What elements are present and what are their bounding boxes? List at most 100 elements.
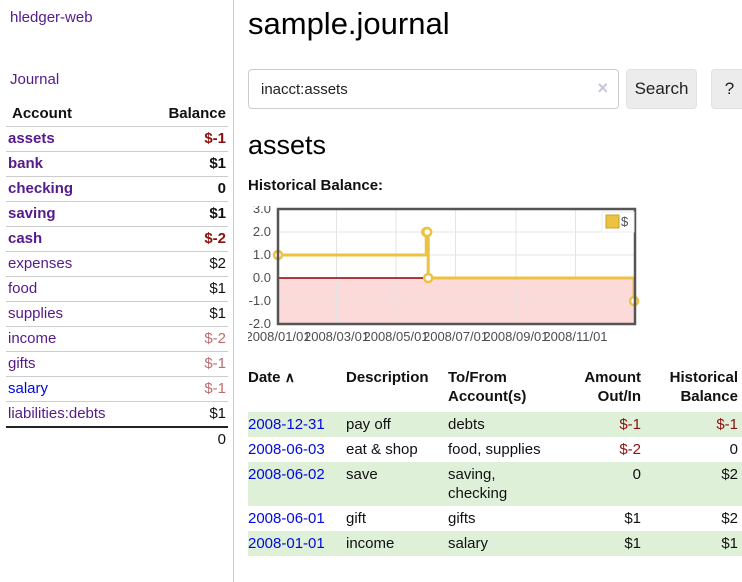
- accounts-table: Account Balance assets $-1 bank $1 check…: [6, 102, 228, 451]
- svg-text:2008/01/01: 2008/01/01: [248, 329, 311, 344]
- svg-text:2008/09/01: 2008/09/01: [483, 329, 548, 344]
- transaction-description: income: [346, 535, 395, 552]
- transaction-balance: 0: [729, 441, 738, 458]
- account-balance: $1: [140, 201, 228, 227]
- account-row: supplies $1: [6, 301, 228, 327]
- clear-search-icon[interactable]: ×: [597, 78, 608, 98]
- account-heading: assets: [248, 130, 327, 160]
- search-input[interactable]: [248, 69, 619, 109]
- account-row: salary $-1: [6, 376, 228, 402]
- brand-link[interactable]: hledger-web: [10, 9, 93, 26]
- account-row: assets $-1: [6, 126, 228, 152]
- account-row: gifts $-1: [6, 351, 228, 377]
- search-bar: × Search ?: [248, 69, 742, 109]
- account-row: cash $-2: [6, 226, 228, 252]
- balance-column-header: Historical Balance: [669, 369, 738, 405]
- account-row: expenses $2: [6, 251, 228, 277]
- transaction-amount: $-2: [619, 441, 641, 458]
- accounts-total-row: 0: [6, 426, 228, 451]
- account-link-cash[interactable]: cash: [8, 230, 43, 247]
- account-balance: $1: [140, 301, 228, 327]
- svg-text:3.0: 3.0: [253, 206, 271, 216]
- transaction-date-link[interactable]: 2008-06-03: [248, 441, 325, 458]
- svg-text:2008/07/01: 2008/07/01: [423, 329, 488, 344]
- register-header-row: Date ∧ Description To/From Account(s) Am…: [248, 366, 742, 412]
- svg-text:2008/11/01: 2008/11/01: [543, 329, 607, 344]
- transaction-description: pay off: [346, 416, 391, 433]
- account-link-gifts[interactable]: gifts: [8, 355, 36, 372]
- transaction-description: gift: [346, 510, 367, 527]
- transaction-date-link[interactable]: 2008-01-01: [248, 535, 325, 552]
- account-balance: $2: [140, 251, 228, 277]
- search-button[interactable]: Search: [626, 69, 697, 109]
- sidebar: hledger-web Journal Account Balance asse…: [0, 0, 234, 582]
- svg-text:-2.0: -2.0: [249, 316, 271, 331]
- accounts-table-header: Account Balance: [6, 102, 228, 127]
- account-balance: $-2: [140, 226, 228, 252]
- description-column-header: Description: [346, 369, 429, 386]
- account-row: liabilities:debts $1: [6, 401, 228, 427]
- register-row: 2008-12-31 pay off debts $-1 $-1: [248, 412, 742, 437]
- svg-text:2008/05/01: 2008/05/01: [363, 329, 428, 344]
- account-row: bank $1: [6, 151, 228, 177]
- main-content: sample.journal × Search ? assets Histori…: [234, 0, 742, 582]
- account-row: checking 0: [6, 176, 228, 202]
- account-row: food $1: [6, 276, 228, 302]
- account-link-food[interactable]: food: [8, 280, 38, 297]
- account-link-supplies[interactable]: supplies: [8, 305, 64, 322]
- transaction-amount: 0: [632, 466, 641, 483]
- account-link-liabilities-debts[interactable]: liabilities:debts: [8, 405, 106, 422]
- date-column-header[interactable]: Date ∧: [248, 369, 295, 386]
- transaction-accounts: food, supplies: [448, 441, 541, 458]
- register-table: Date ∧ Description To/From Account(s) Am…: [248, 366, 742, 556]
- chart-title: Historical Balance:: [248, 177, 384, 194]
- register-row: 2008-01-01 income salary $1 $1: [248, 531, 742, 556]
- transaction-date-link[interactable]: 2008-06-02: [248, 466, 325, 483]
- account-row: income $-2: [6, 326, 228, 352]
- account-column-header: Account: [12, 105, 72, 122]
- accounts-total-value: 0: [140, 426, 228, 451]
- transaction-date-link[interactable]: 2008-06-01: [248, 510, 325, 527]
- account-link-expenses[interactable]: expenses: [8, 255, 73, 272]
- account-balance: $1: [140, 151, 228, 177]
- account-link-saving[interactable]: saving: [8, 205, 56, 222]
- account-column-header: To/From Account(s): [448, 369, 527, 405]
- transaction-balance: $2: [721, 466, 738, 483]
- transaction-balance: $-1: [716, 416, 738, 433]
- account-row: saving $1: [6, 201, 228, 227]
- svg-text:2008/03/01: 2008/03/01: [304, 329, 369, 344]
- transaction-balance: $1: [721, 535, 738, 552]
- sidebar-item-journal[interactable]: Journal: [10, 71, 60, 88]
- chart-canvas[interactable]: $3.0 2.0 1.0 0.0 -1.0 -2.02008/01/012008/03/0…: [245, 201, 742, 354]
- help-button[interactable]: ?: [711, 69, 742, 109]
- account-balance: $-2: [140, 326, 228, 352]
- transaction-accounts: salary: [448, 535, 489, 552]
- transaction-date-link[interactable]: 2008-12-31: [248, 416, 325, 433]
- account-balance: $-1: [140, 351, 228, 377]
- svg-text:-1.0: -1.0: [249, 293, 271, 308]
- register-row: 2008-06-02 save saving, checking 0 $2: [248, 462, 742, 506]
- page-title: sample.journal: [248, 6, 450, 41]
- account-balance: $-1: [140, 126, 228, 152]
- account-link-assets[interactable]: assets: [8, 130, 55, 147]
- transaction-accounts: gifts: [448, 510, 476, 527]
- svg-text:0.0: 0.0: [253, 270, 271, 285]
- account-balance: $-1: [140, 376, 228, 402]
- transaction-balance: $2: [721, 510, 738, 527]
- account-link-bank[interactable]: bank: [8, 155, 44, 172]
- transaction-accounts: saving, checking: [448, 466, 508, 502]
- account-link-income[interactable]: income: [8, 330, 57, 347]
- register-row: 2008-06-03 eat & shop food, supplies $-2…: [248, 437, 742, 462]
- amount-column-header: Amount Out/In: [584, 369, 641, 405]
- transaction-amount: $1: [624, 510, 641, 527]
- account-balance: $1: [140, 401, 228, 427]
- transaction-accounts: debts: [448, 416, 485, 433]
- register-row: 2008-06-01 gift gifts $1 $2: [248, 506, 742, 531]
- account-link-salary[interactable]: salary: [8, 380, 49, 397]
- account-balance: $1: [140, 276, 228, 302]
- svg-text:1.0: 1.0: [253, 247, 271, 262]
- historical-balance-chart[interactable]: $3.0 2.0 1.0 0.0 -1.0 -2.0 2008/01/01 2008/03/0…: [245, 201, 742, 354]
- transaction-description: eat & shop: [346, 441, 418, 458]
- svg-text:2.0: 2.0: [253, 224, 271, 239]
- account-link-checking[interactable]: checking: [8, 180, 74, 197]
